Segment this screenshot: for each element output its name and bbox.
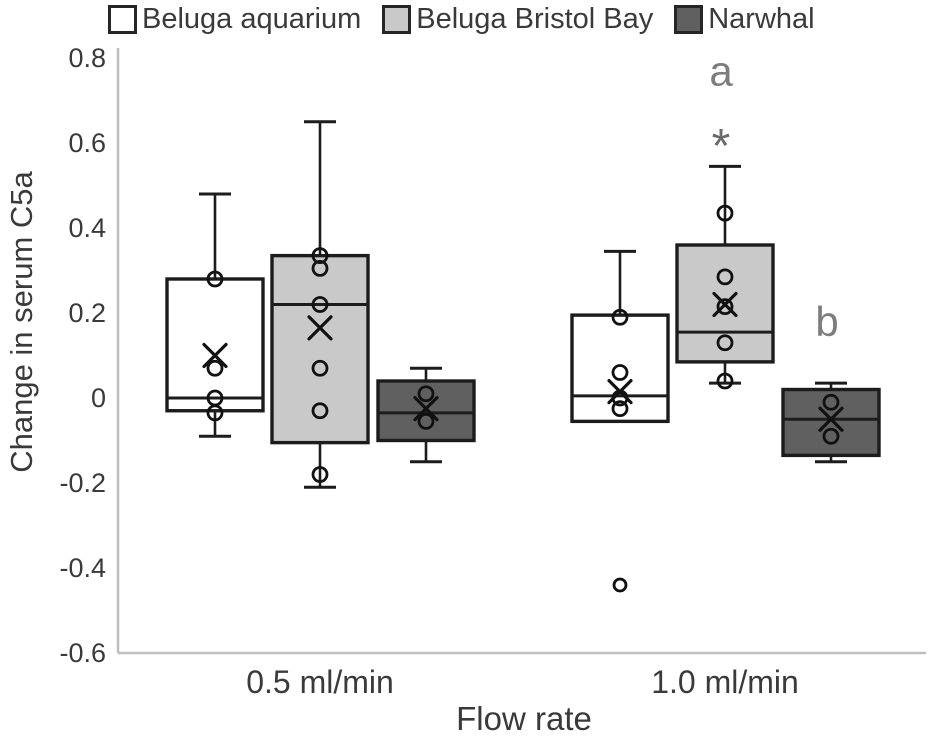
mean-marker — [202, 342, 228, 369]
y-tick-label: 0.6 — [68, 128, 106, 158]
x-tick-label-1-0-ml-min: 1.0 ml/min — [651, 664, 799, 700]
y-tick-label: 0.4 — [68, 213, 106, 243]
box-rect — [781, 387, 881, 458]
significance-label-a: a — [709, 47, 733, 94]
y-tick-label: 0.8 — [68, 43, 106, 73]
legend-item-narwhal: Narwhal — [674, 3, 815, 36]
box-rect — [270, 253, 370, 445]
box-group-beluga-aquarium-0-5-ml-min — [165, 192, 265, 438]
data-point — [611, 400, 629, 418]
box-group-beluga-bristol-bay-0-5-ml-min — [270, 120, 370, 489]
data-point — [206, 404, 224, 422]
box-group-beluga-aquarium-1-0-ml-min — [570, 249, 670, 593]
y-tick-label: -0.6 — [59, 638, 106, 668]
significance-label-b: b — [815, 298, 838, 345]
data-point — [822, 393, 840, 411]
data-point — [716, 268, 734, 286]
data-point — [716, 372, 734, 390]
data-point — [417, 385, 435, 403]
mean-marker — [712, 291, 738, 318]
data-point — [611, 308, 629, 326]
data-point — [311, 466, 329, 483]
chart-legend: Beluga aquarium Beluga Bristol Bay Narwhal — [108, 3, 815, 36]
y-tick-label: 0.2 — [68, 298, 106, 328]
box-rect — [165, 277, 265, 413]
legend-swatch-beluga-bristol-bay — [382, 5, 412, 34]
mean-marker — [818, 406, 844, 432]
box-group-narwhal-0-5-ml-min — [376, 366, 476, 464]
y-tick-label: -0.4 — [59, 553, 106, 583]
data-point — [311, 402, 329, 420]
data-point — [716, 204, 734, 222]
mean-marker — [413, 396, 439, 422]
data-point — [716, 298, 734, 316]
data-point — [311, 359, 329, 377]
legend-label-beluga-aquarium: Beluga aquarium — [142, 3, 362, 35]
significance-label-star: * — [712, 120, 731, 173]
data-point — [311, 296, 329, 313]
data-point — [417, 412, 435, 430]
x-tick-label-0-5-ml-min: 0.5 ml/min — [246, 664, 394, 700]
legend-swatch-beluga-aquarium — [108, 5, 137, 34]
legend-item-beluga-aquarium: Beluga aquarium — [108, 3, 361, 36]
y-tick-label: -0.2 — [59, 468, 106, 498]
data-point — [716, 334, 734, 352]
mean-marker — [307, 315, 333, 341]
data-point — [611, 364, 629, 381]
box-rect — [570, 313, 670, 424]
data-point — [206, 270, 224, 288]
legend-label-narwhal: Narwhal — [708, 3, 815, 35]
outlier-point — [612, 577, 628, 593]
legend-item-beluga-bristol-bay: Beluga Bristol Bay — [382, 3, 653, 36]
mean-marker — [607, 379, 633, 405]
legend-label-beluga-bristol-bay: Beluga Bristol Bay — [416, 3, 654, 35]
data-point — [311, 259, 329, 277]
data-point — [206, 359, 224, 377]
legend-swatch-narwhal — [674, 5, 704, 34]
x-axis-title: Flow rate — [456, 700, 592, 737]
box-group-narwhal-1-0-ml-min: b — [781, 298, 881, 464]
y-axis-title: Change in serum C5a — [4, 170, 39, 472]
data-point — [822, 427, 840, 445]
y-tick-label: 0 — [91, 383, 106, 413]
box-group-beluga-bristol-bay-1-0-ml-min: a* — [675, 47, 775, 390]
